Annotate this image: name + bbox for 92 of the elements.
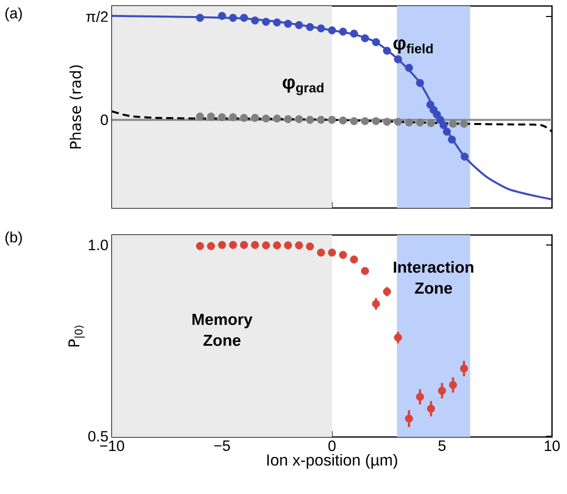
x-axis-title: Ion x-position (µm) — [267, 454, 398, 469]
series-label: φ$_{field}$ — [393, 39, 433, 54]
point — [350, 30, 358, 38]
line-series — [112, 14, 552, 200]
point — [383, 118, 392, 126]
y-axis-title: Phase (rad) — [70, 65, 83, 148]
point — [317, 248, 325, 257]
point — [416, 118, 424, 126]
point — [372, 38, 380, 46]
point — [251, 16, 259, 24]
x-tick-label: −10 — [100, 440, 124, 452]
point — [240, 14, 248, 22]
y-tick-label: 0.5 — [88, 430, 108, 442]
point — [361, 117, 370, 126]
point — [405, 414, 414, 423]
point — [442, 128, 451, 136]
point — [449, 120, 458, 128]
point — [295, 21, 303, 30]
point — [317, 24, 325, 32]
point — [218, 240, 226, 249]
point — [262, 114, 270, 123]
point — [448, 136, 456, 144]
point — [207, 242, 215, 250]
y-tick-label: π/2 — [86, 10, 108, 22]
point — [284, 241, 292, 250]
point — [383, 46, 392, 55]
point — [427, 404, 436, 413]
point — [251, 240, 259, 249]
y-tick-label: 1.0 — [88, 240, 108, 250]
x-tick-label: 0 — [328, 440, 336, 452]
text: (b) — [5, 232, 22, 246]
point — [394, 118, 402, 126]
point — [350, 255, 358, 264]
point — [284, 115, 292, 124]
point — [240, 240, 248, 249]
point — [229, 14, 237, 22]
y-tick-label: 0 — [100, 114, 108, 126]
point — [262, 241, 270, 250]
point — [328, 248, 336, 257]
point — [394, 55, 402, 64]
point — [218, 12, 226, 20]
point — [196, 112, 204, 121]
series-label: φ$_{grad}$ — [282, 78, 324, 96]
point — [273, 241, 281, 250]
point — [251, 114, 259, 122]
point — [372, 300, 380, 308]
point — [317, 116, 325, 124]
point — [339, 116, 347, 124]
point — [438, 386, 446, 395]
band-label: Memory Zone — [192, 314, 252, 346]
point — [306, 242, 314, 250]
point — [440, 121, 448, 130]
point — [295, 241, 303, 250]
point — [306, 116, 314, 124]
point — [372, 117, 380, 126]
point — [361, 266, 370, 275]
point — [405, 64, 414, 72]
point — [394, 334, 402, 342]
point — [196, 242, 204, 250]
point — [339, 28, 347, 36]
point — [273, 18, 281, 26]
point — [405, 118, 414, 126]
point — [240, 114, 248, 122]
point — [306, 23, 314, 32]
point — [328, 116, 336, 124]
point — [262, 18, 270, 26]
x-tick-label: 5 — [438, 440, 446, 451]
text: (a) — [5, 8, 22, 22]
point — [218, 113, 226, 122]
point — [339, 250, 347, 259]
point — [328, 26, 336, 34]
band-label: Interaction Zone — [394, 261, 474, 294]
point — [416, 392, 424, 401]
point — [416, 78, 424, 87]
point — [295, 115, 303, 124]
point — [196, 14, 204, 22]
x-tick-label: −5 — [214, 440, 230, 451]
point — [350, 117, 358, 126]
x-tick-label: 10 — [544, 440, 560, 452]
point — [229, 113, 237, 122]
point — [229, 240, 237, 249]
point — [383, 288, 392, 296]
point — [361, 34, 370, 42]
point — [460, 364, 468, 373]
y-axis-title: P$_{|0⟩}$ — [68, 326, 85, 346]
point — [284, 20, 292, 28]
point — [273, 114, 281, 123]
point — [207, 112, 215, 121]
point — [427, 119, 436, 128]
point — [460, 120, 468, 128]
point — [449, 380, 458, 389]
point — [460, 152, 469, 161]
